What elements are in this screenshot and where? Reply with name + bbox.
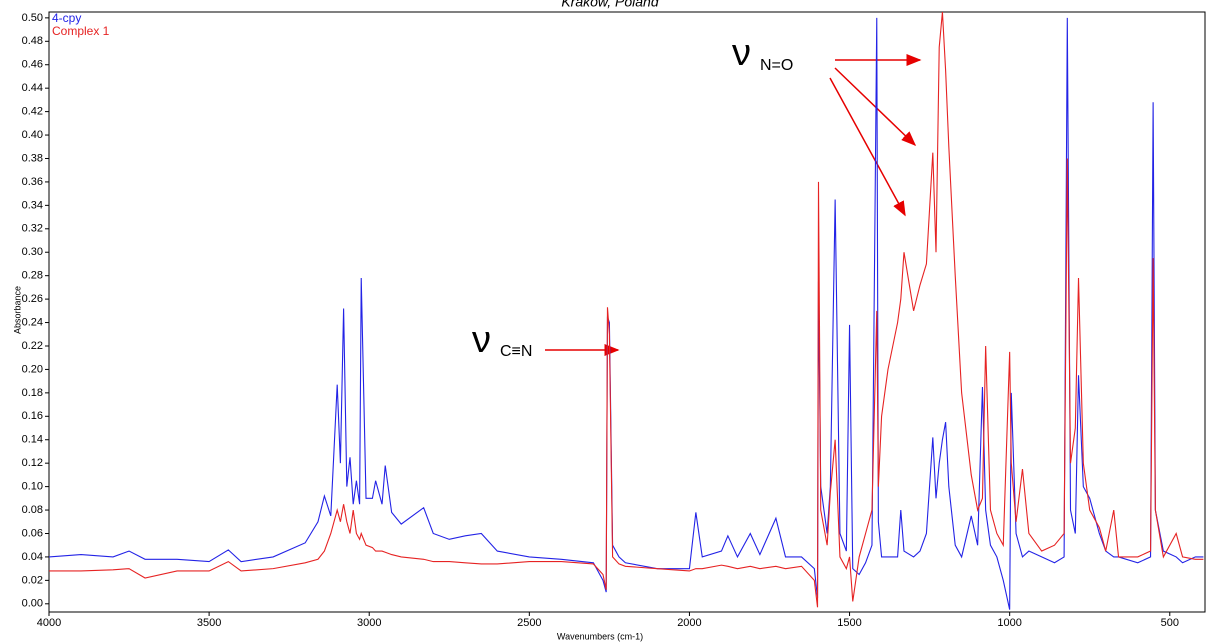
x-tick-label: 2000 [677, 617, 701, 629]
x-tick-label: 1000 [997, 617, 1021, 629]
y-tick-label: 0.48 [22, 35, 43, 47]
y-tick-label: 0.08 [22, 504, 43, 516]
annotation-nu: ν [472, 319, 491, 361]
arrow [829, 77, 906, 217]
arrow [834, 67, 917, 147]
y-tick-label: 0.50 [22, 12, 43, 24]
spectrum-line [49, 11, 1204, 608]
annotation-nu: ν [732, 32, 751, 74]
y-tick-label: 0.34 [22, 199, 43, 211]
legend-entry: Complex 1 [52, 24, 110, 38]
x-tick-label: 2500 [517, 617, 541, 629]
y-tick-label: 0.42 [22, 106, 43, 118]
y-tick-label: 0.12 [22, 457, 43, 469]
y-axis-label: Absorbance [12, 286, 22, 334]
y-tick-label: 0.14 [22, 434, 43, 446]
y-tick-label: 0.44 [22, 82, 43, 94]
x-tick-label: 3000 [357, 617, 381, 629]
y-tick-label: 0.32 [22, 223, 43, 235]
y-tick-label: 0.10 [22, 481, 43, 493]
y-tick-label: 0.04 [22, 551, 43, 563]
x-tick-label: 4000 [37, 617, 61, 629]
x-tick-label: 3500 [197, 617, 221, 629]
y-tick-label: 0.18 [22, 387, 43, 399]
y-tick-label: 0.28 [22, 270, 43, 282]
spectrum-line [48, 17, 1204, 610]
x-tick-label: 1500 [837, 617, 861, 629]
y-tick-label: 0.02 [22, 574, 43, 586]
x-tick-label: 500 [1161, 617, 1179, 629]
legend-entry: 4-cpy [52, 11, 81, 25]
annotation-sub: N=O [760, 57, 793, 74]
y-tick-label: 0.38 [22, 152, 43, 164]
y-tick-label: 0.26 [22, 293, 43, 305]
annotation-sub: C≡N [500, 343, 532, 360]
chart-title: Kraków, Poland [561, 0, 659, 10]
y-tick-label: 0.20 [22, 363, 43, 375]
y-tick-label: 0.40 [22, 129, 43, 141]
y-tick-label: 0.16 [22, 410, 43, 422]
y-tick-label: 0.00 [22, 598, 43, 610]
x-axis-label: Wavenumbers (cm-1) [557, 631, 643, 641]
y-tick-label: 0.30 [22, 246, 43, 258]
y-tick-label: 0.22 [22, 340, 43, 352]
y-tick-label: 0.36 [22, 176, 43, 188]
y-tick-label: 0.46 [22, 59, 43, 71]
y-tick-label: 0.06 [22, 527, 43, 539]
plot-frame [48, 11, 1206, 613]
y-tick-label: 0.24 [22, 316, 43, 328]
